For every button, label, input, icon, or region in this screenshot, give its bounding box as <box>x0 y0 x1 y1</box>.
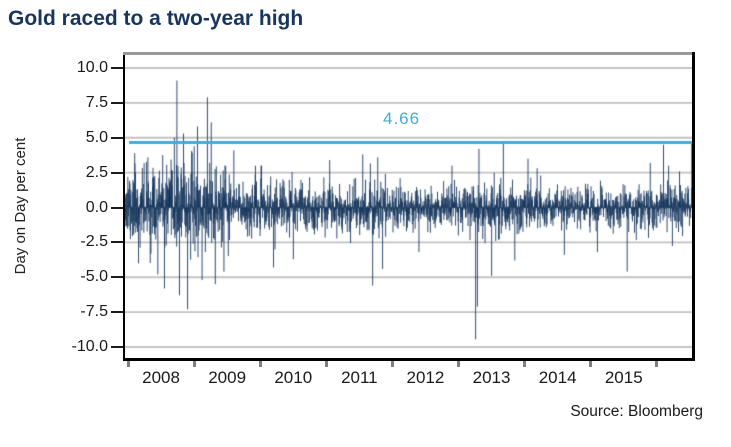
x-tick-label: 2013 <box>472 368 511 387</box>
y-tick-mark <box>111 101 123 104</box>
x-tick-label: 2012 <box>406 368 445 387</box>
x-tick-mark <box>523 361 527 367</box>
source-attribution: Source: Bloomberg <box>570 403 703 420</box>
plot-border-left <box>123 55 125 361</box>
y-tick-mark <box>111 241 123 244</box>
y-tick-label: 0.0 <box>85 198 108 216</box>
x-tick-mark <box>655 361 659 367</box>
x-tick-label: 2015 <box>604 368 643 387</box>
chart-plot-area <box>125 55 692 358</box>
x-tick-mark <box>324 361 328 367</box>
x-tick-mark <box>457 361 460 367</box>
x-tick-mark <box>192 361 196 367</box>
y-axis-title: Day on Day per cent <box>12 137 29 275</box>
x-tick-label: 2010 <box>274 368 313 387</box>
x-tick-label: 2014 <box>538 368 577 387</box>
y-tick-mark <box>111 346 123 348</box>
y-tick-label: 2.5 <box>85 163 108 181</box>
y-tick-label: 7.5 <box>85 93 108 111</box>
y-tick-mark <box>111 171 123 174</box>
x-tick-mark <box>390 361 394 367</box>
y-tick-mark <box>111 206 123 209</box>
y-tick-mark <box>111 136 123 139</box>
x-tick-label: 2008 <box>142 368 180 387</box>
y-tick-label: -10.0 <box>71 338 108 355</box>
y-tick-label: 5.0 <box>85 128 108 146</box>
x-tick-mark <box>126 361 130 367</box>
plot-border-top <box>123 52 695 55</box>
plot-border-bottom <box>123 358 695 361</box>
chart-title: Gold raced to a two-year high <box>8 7 304 30</box>
y-tick-label: 10.0 <box>76 59 108 76</box>
threshold-value-label: 4.66 <box>383 109 421 128</box>
y-tick-label: -2.5 <box>80 233 108 251</box>
x-tick-mark <box>589 361 593 367</box>
y-tick-mark <box>111 311 123 314</box>
y-tick-label: -5.0 <box>80 268 108 286</box>
x-tick-label: 2011 <box>341 368 378 387</box>
x-tick-label: 2009 <box>208 368 247 387</box>
y-tick-mark <box>111 67 123 69</box>
y-tick-label: -7.5 <box>80 303 108 321</box>
x-tick-mark <box>258 361 262 367</box>
y-tick-mark <box>111 276 123 279</box>
plot-border-right <box>692 52 695 361</box>
